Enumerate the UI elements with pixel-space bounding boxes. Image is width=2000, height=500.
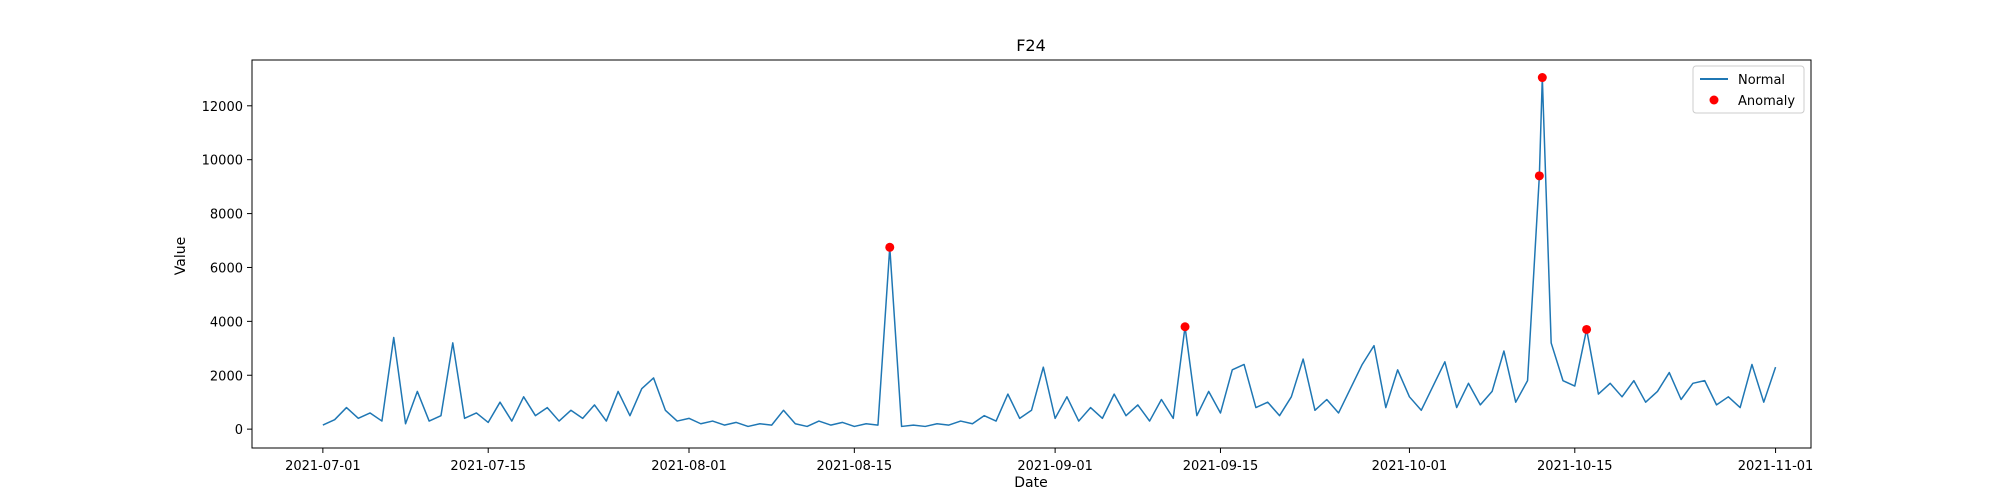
x-tick-label: 2021-07-15 (450, 459, 526, 474)
y-tick-label: 4000 (210, 315, 243, 330)
anomaly-point (1534, 171, 1544, 181)
chart-title: F24 (1016, 36, 1046, 55)
x-tick-label: 2021-11-01 (1738, 459, 1814, 474)
y-tick-label: 10000 (202, 154, 243, 169)
x-axis-ticks: 2021-07-01 2021-07-15 2021-08-01 2021-08-15… (285, 448, 1813, 474)
anomaly-point (885, 242, 895, 252)
y-axis-label: Value (173, 237, 189, 275)
x-tick-label: 2021-10-01 (1372, 459, 1448, 474)
y-tick-label: 6000 (210, 261, 243, 276)
plot-frame (251, 59, 1812, 449)
y-axis-ticks: 0 2000 4000 6000 8000 10000 12000 (202, 100, 252, 438)
legend: Normal Anomaly (1692, 65, 1805, 114)
x-tick-label: 2021-09-15 (1183, 459, 1259, 474)
normal-series-line (322, 76, 1777, 428)
anomaly-point (1180, 322, 1190, 332)
plot-area (322, 73, 1777, 428)
x-tick-label: 2021-10-15 (1537, 459, 1613, 474)
y-tick-label: 0 (235, 423, 243, 438)
y-tick-label: 12000 (202, 100, 243, 115)
x-tick-label: 2021-08-01 (651, 459, 727, 474)
y-tick-label: 2000 (210, 369, 243, 384)
legend-normal-label: Normal (1738, 73, 1785, 88)
anomaly-point (1582, 324, 1592, 334)
legend-anomaly-label: Anomaly (1738, 94, 1795, 109)
x-tick-label: 2021-08-15 (817, 459, 893, 474)
y-tick-label: 8000 (210, 208, 243, 223)
x-tick-label: 2021-09-01 (1017, 459, 1093, 474)
anomaly-point (1537, 73, 1547, 83)
x-axis-label: Date (1014, 475, 1047, 491)
legend-box (1692, 65, 1805, 114)
legend-anomaly-swatch (1709, 95, 1719, 105)
x-tick-label: 2021-07-01 (285, 459, 361, 474)
